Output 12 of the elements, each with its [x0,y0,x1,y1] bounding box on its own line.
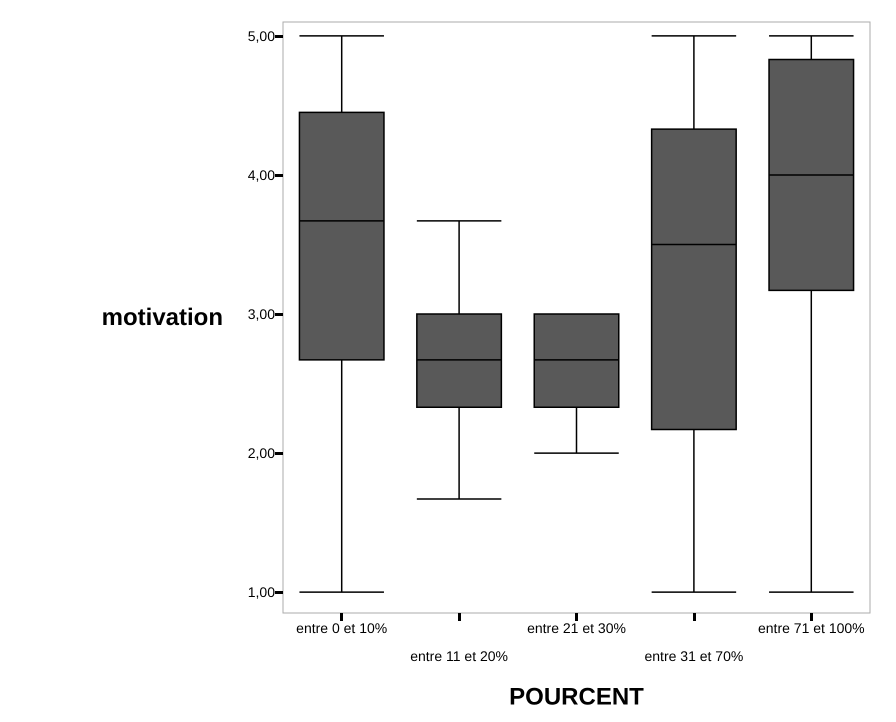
y-tick-label: 5,00 [248,28,276,44]
y-tick-label: 3,00 [248,306,276,322]
x-axis-title: POURCENT [509,684,644,710]
x-tick-label: entre 11 et 20% [410,648,508,664]
y-tick-label: 2,00 [248,445,276,462]
x-tick-label: entre 21 et 30% [527,620,626,636]
y-tick-label: 1,00 [248,584,276,600]
y-tick-label: 4,00 [248,166,276,183]
x-tick-label: entre 0 et 10% [296,620,388,636]
x-tick-label: entre 71 et 100% [758,620,865,636]
x-tick-label: entre 31 et 70% [644,648,744,664]
y-axis-title: motivation [102,304,223,331]
